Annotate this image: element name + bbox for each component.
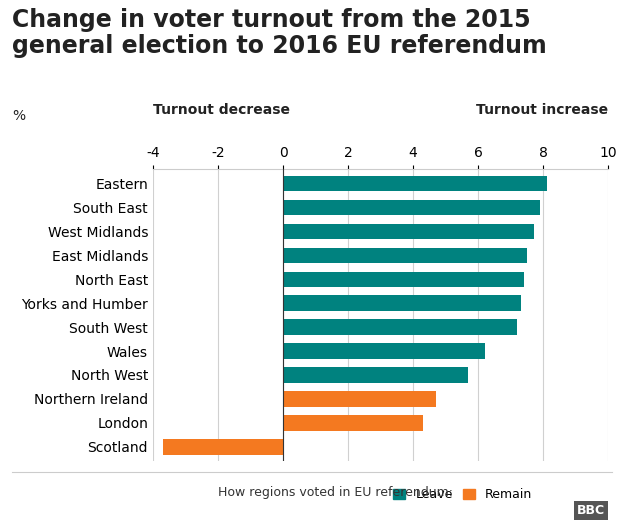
Bar: [283, 391, 436, 407]
Bar: [283, 295, 520, 311]
Bar: [283, 415, 423, 430]
Bar: [283, 200, 540, 215]
Text: Turnout increase: Turnout increase: [476, 103, 608, 117]
Bar: [283, 343, 485, 359]
Bar: [283, 271, 524, 287]
Bar: [283, 224, 534, 239]
Text: %: %: [12, 109, 26, 123]
Bar: [283, 319, 517, 335]
Text: BBC: BBC: [577, 504, 605, 517]
Text: Turnout decrease: Turnout decrease: [153, 103, 290, 117]
Legend: Leave, Remain: Leave, Remain: [388, 483, 537, 506]
Bar: [283, 176, 547, 191]
Text: general election to 2016 EU referendum: general election to 2016 EU referendum: [12, 34, 547, 58]
Bar: [283, 367, 469, 383]
Text: How regions voted in EU referendum:: How regions voted in EU referendum:: [218, 486, 454, 499]
Bar: [283, 247, 527, 263]
Bar: [163, 439, 283, 454]
Text: Change in voter turnout from the 2015: Change in voter turnout from the 2015: [12, 8, 531, 32]
